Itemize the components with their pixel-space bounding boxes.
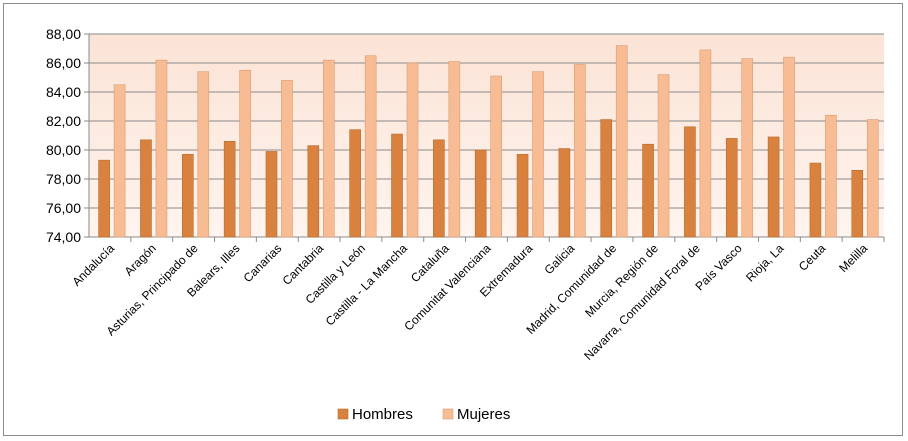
legend-label-hombres: Hombres bbox=[352, 406, 413, 423]
bar-hombres bbox=[851, 170, 864, 238]
y-tick-label: 76,00 bbox=[46, 200, 81, 216]
bar-mujeres bbox=[699, 49, 712, 238]
y-tick-label: 74,00 bbox=[46, 229, 81, 245]
bar-hombres bbox=[642, 143, 654, 238]
bar-hombres bbox=[684, 126, 696, 238]
bar-hombres bbox=[140, 139, 152, 238]
bar-mujeres bbox=[741, 58, 754, 238]
bar-mujeres bbox=[532, 71, 544, 238]
legend-swatch-hombres bbox=[337, 408, 349, 420]
x-tick-label: Melilla bbox=[836, 241, 870, 275]
bar-mujeres bbox=[783, 56, 795, 238]
bar-hombres bbox=[349, 129, 361, 238]
bar-mujeres bbox=[825, 114, 837, 238]
y-tick-label: 88,00 bbox=[46, 26, 81, 42]
bar-hombres bbox=[600, 119, 613, 238]
x-tick-label: Galicia bbox=[541, 241, 577, 277]
bar-hombres bbox=[809, 162, 822, 238]
x-tick-label: Aragón bbox=[122, 241, 159, 278]
bar-mujeres bbox=[574, 64, 586, 238]
bar-mujeres bbox=[364, 55, 377, 238]
bar-hombres bbox=[558, 148, 571, 238]
bar-mujeres bbox=[490, 75, 502, 238]
bar-mujeres bbox=[615, 45, 628, 238]
x-tick-label: Castilla - La Mancha bbox=[323, 241, 410, 328]
bar-hombres bbox=[767, 136, 780, 238]
bar-hombres bbox=[265, 151, 278, 238]
y-tick-label: 78,00 bbox=[46, 171, 81, 187]
bar-mujeres bbox=[448, 61, 461, 238]
bar-mujeres bbox=[155, 59, 168, 238]
bar-hombres bbox=[182, 154, 194, 238]
y-tick-label: 82,00 bbox=[46, 113, 81, 129]
y-tick-label: 84,00 bbox=[46, 84, 81, 100]
bar-hombres bbox=[516, 154, 529, 238]
legend-swatch-mujeres bbox=[442, 408, 454, 420]
bar-mujeres bbox=[323, 59, 335, 238]
bar-mujeres bbox=[239, 69, 251, 238]
bar-hombres bbox=[307, 145, 320, 238]
x-tick-label: Andalucía bbox=[69, 241, 117, 289]
bar-mujeres bbox=[406, 62, 419, 238]
bar-mujeres bbox=[113, 84, 126, 238]
x-tick-label: Rioja, La bbox=[743, 241, 787, 285]
bar-mujeres bbox=[657, 74, 670, 238]
legend-label-mujeres: Mujeres bbox=[457, 406, 510, 423]
bar-mujeres bbox=[281, 80, 293, 238]
bar-mujeres bbox=[197, 71, 210, 238]
x-tick-label: Canarias bbox=[241, 241, 285, 285]
y-tick-label: 86,00 bbox=[46, 55, 81, 71]
bar-hombres bbox=[391, 133, 403, 238]
bar-hombres bbox=[725, 138, 738, 238]
x-tick-label: Murcia, Región de bbox=[582, 241, 661, 320]
bar-hombres bbox=[223, 141, 236, 238]
bar-hombres bbox=[98, 159, 110, 238]
x-tick-label: Ceuta bbox=[796, 241, 829, 274]
y-tick-label: 80,00 bbox=[46, 142, 81, 158]
bar-hombres bbox=[433, 139, 445, 238]
bar-hombres bbox=[474, 149, 487, 238]
bar-mujeres bbox=[866, 119, 879, 238]
